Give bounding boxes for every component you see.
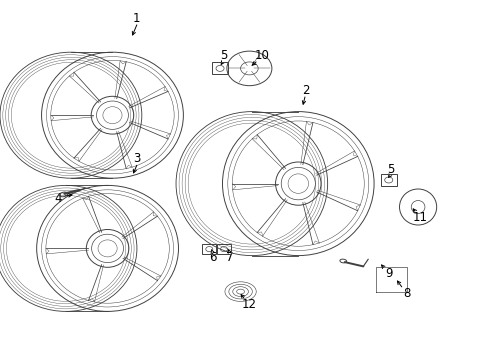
Text: 9: 9 [384, 267, 392, 280]
Text: 12: 12 [242, 298, 256, 311]
Text: 4: 4 [54, 192, 61, 204]
Text: 5: 5 [386, 163, 394, 176]
Text: 6: 6 [208, 251, 216, 264]
Text: 3: 3 [133, 152, 141, 165]
Text: 5: 5 [220, 49, 227, 62]
Text: 11: 11 [412, 211, 427, 224]
Text: 8: 8 [402, 287, 410, 300]
Text: 1: 1 [133, 12, 141, 24]
Text: 2: 2 [301, 84, 309, 96]
Text: 10: 10 [254, 49, 268, 62]
Text: 7: 7 [225, 251, 233, 264]
